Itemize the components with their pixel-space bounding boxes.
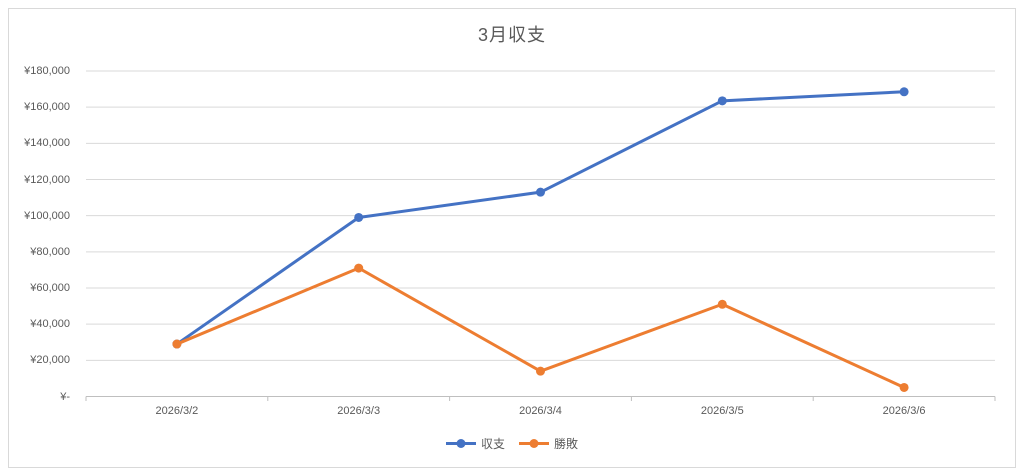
series-1-marker [899,382,909,392]
x-axis-tick-label: 2026/3/2 [155,405,199,417]
series-0-marker [899,87,909,97]
y-axis-tick-label: ¥100,000 [24,209,70,222]
legend-marker-icon [519,438,549,448]
series-1-marker [354,263,364,273]
x-axis-tick-label: 2026/3/6 [882,405,926,417]
y-axis-tick-label: ¥20,000 [30,354,70,367]
legend-item-0: 収支 [445,435,505,452]
series-0-marker [717,96,727,106]
chart-title: 3月収支 [477,25,546,45]
x-axis-tick-label: 2026/3/5 [700,405,744,417]
legend-label: 収支 [480,436,505,451]
legend-marker-icon [445,438,476,448]
x-axis-tick-label: 2026/3/3 [337,405,381,417]
y-axis-tick-label: ¥180,000 [24,65,70,77]
series-0-marker [536,187,545,197]
series-1-marker [172,339,182,349]
series-line-0 [175,90,906,346]
series-1-marker [536,366,545,376]
legend-label: 勝敗 [554,436,579,451]
y-axis-tick-label: ¥80,000 [30,245,70,258]
x-axis-tick-label: 2026/3/4 [519,405,562,417]
y-axis-tick-label: ¥60,000 [30,282,70,294]
chart-border [8,8,1016,468]
y-axis-tick-label: ¥140,000 [24,137,70,150]
series-0-marker [354,212,364,222]
y-axis-tick-label: ¥- [60,390,70,403]
y-axis-tick-label: ¥40,000 [30,318,70,331]
series-1-marker [717,299,727,309]
legend: 収支 勝敗 [8,434,1016,452]
y-axis-tick-label: ¥120,000 [24,173,70,186]
legend-item-1: 勝敗 [519,435,578,452]
y-axis-tick-label: ¥160,000 [24,101,70,114]
